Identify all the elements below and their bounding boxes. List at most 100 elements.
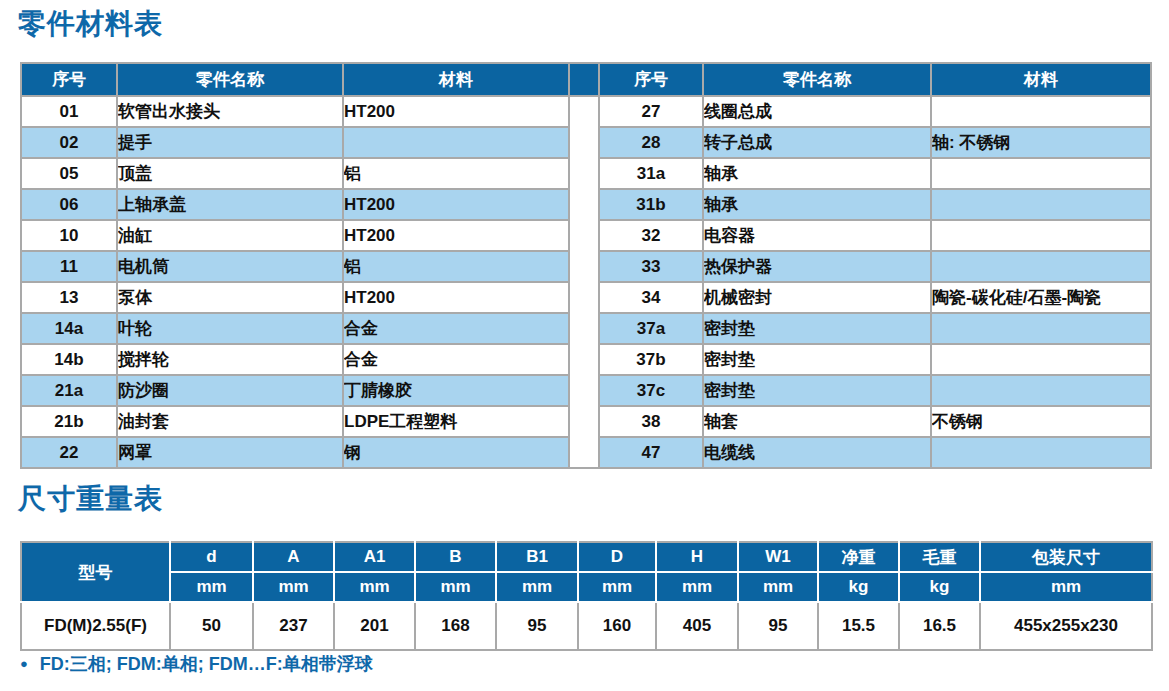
part-name: 油封套 [117, 406, 343, 437]
dim-value-h: 405 [656, 602, 738, 650]
column-header-no: 序号 [599, 63, 703, 96]
part-name: 油缸 [117, 220, 343, 251]
part-material: 合金 [343, 344, 569, 375]
dims-unit-row: mm mm mm mm mm mm mm mm kg kg mm [21, 572, 1152, 602]
part-number: 05 [21, 158, 117, 189]
column-header-h: H [656, 542, 738, 572]
part-number: 32 [599, 220, 703, 251]
part-name: 顶盖 [117, 158, 343, 189]
column-header-name: 零件名称 [117, 63, 343, 96]
part-material: 合金 [343, 313, 569, 344]
parts-header-row: 序号 零件名称 材料 序号 零件名称 材料 [21, 63, 1151, 96]
package-size-value: 455x255x230 [980, 602, 1152, 650]
column-header-dd: D [578, 542, 656, 572]
part-material [931, 96, 1151, 127]
part-number: 37a [599, 313, 703, 344]
part-name: 转子总成 [703, 127, 931, 158]
part-material: LDPE工程塑料 [343, 406, 569, 437]
part-material [931, 313, 1151, 344]
dim-value-d: 50 [170, 602, 253, 650]
part-material [931, 189, 1151, 220]
column-header-a1: A1 [334, 542, 415, 572]
part-material: 丁腈橡胶 [343, 375, 569, 406]
part-number: 11 [21, 251, 117, 282]
part-number: 10 [21, 220, 117, 251]
footnote-text: FD:三相; FDM:单相; FDM…F:单相带浮球 [40, 652, 373, 676]
column-header-model: 型号 [21, 542, 170, 602]
part-number: 47 [599, 437, 703, 468]
unit-label: mm [334, 572, 415, 602]
part-material [931, 344, 1151, 375]
part-material [931, 375, 1151, 406]
unit-label: mm [415, 572, 496, 602]
unit-label: mm [656, 572, 738, 602]
part-name: 密封垫 [703, 375, 931, 406]
column-header-material: 材料 [343, 63, 569, 96]
part-number: 33 [599, 251, 703, 282]
part-name: 热保护器 [703, 251, 931, 282]
part-name: 电缆线 [703, 437, 931, 468]
column-header-d: d [170, 542, 253, 572]
unit-label: mm [496, 572, 578, 602]
part-name: 密封垫 [703, 344, 931, 375]
net-weight-value: 15.5 [818, 602, 899, 650]
part-number: 01 [21, 96, 117, 127]
column-header-no: 序号 [21, 63, 117, 96]
table-gap [569, 96, 599, 468]
table-row: FD(M)2.55(F) 50 237 201 168 95 160 405 9… [21, 602, 1152, 650]
unit-label: mm [170, 572, 253, 602]
table-row: 01 软管出水接头 HT200 27 线圈总成 [21, 96, 1151, 127]
dims-header-row: 型号 d A A1 B B1 D H W1 净重 毛重 包装尺寸 [21, 542, 1152, 572]
part-number: 27 [599, 96, 703, 127]
part-number: 13 [21, 282, 117, 313]
part-number: 38 [599, 406, 703, 437]
dim-value-dd: 160 [578, 602, 656, 650]
part-material: 铝 [343, 158, 569, 189]
part-material: HT200 [343, 282, 569, 313]
part-number: 14a [21, 313, 117, 344]
unit-label: mm [578, 572, 656, 602]
part-name: 线圈总成 [703, 96, 931, 127]
column-header-a: A [253, 542, 334, 572]
unit-label: mm [253, 572, 334, 602]
part-name: 密封垫 [703, 313, 931, 344]
bullet-icon: ● [20, 652, 28, 676]
part-name: 防沙圈 [117, 375, 343, 406]
part-name: 电机筒 [117, 251, 343, 282]
part-material [931, 158, 1151, 189]
part-number: 22 [21, 437, 117, 468]
part-number: 21a [21, 375, 117, 406]
part-name: 提手 [117, 127, 343, 158]
part-name: 搅拌轮 [117, 344, 343, 375]
column-header-name: 零件名称 [703, 63, 931, 96]
part-material: HT200 [343, 220, 569, 251]
part-material [343, 127, 569, 158]
part-material: 不锈钢 [931, 406, 1151, 437]
part-number: 34 [599, 282, 703, 313]
part-number: 37c [599, 375, 703, 406]
unit-label: mm [980, 572, 1152, 602]
part-name: 泵体 [117, 282, 343, 313]
part-number: 37b [599, 344, 703, 375]
dims-table-title: 尺寸重量表 [18, 482, 163, 516]
gross-weight-value: 16.5 [899, 602, 980, 650]
part-name: 网罩 [117, 437, 343, 468]
column-header-b: B [415, 542, 496, 572]
dimensions-weight-table: 型号 d A A1 B B1 D H W1 净重 毛重 包装尺寸 mm mm m… [20, 541, 1153, 651]
part-name: 软管出水接头 [117, 96, 343, 127]
parts-material-table: 序号 零件名称 材料 序号 零件名称 材料 01 软管出水接头 HT200 27… [20, 62, 1152, 469]
column-header-package-size: 包装尺寸 [980, 542, 1152, 572]
unit-label: mm [738, 572, 818, 602]
unit-label: kg [818, 572, 899, 602]
parts-table-title: 零件材料表 [18, 7, 163, 41]
part-material [931, 251, 1151, 282]
part-name: 上轴承盖 [117, 189, 343, 220]
part-number: 31a [599, 158, 703, 189]
footnote: ● FD:三相; FDM:单相; FDM…F:单相带浮球 [20, 652, 373, 676]
part-name: 机械密封 [703, 282, 931, 313]
part-material [931, 220, 1151, 251]
part-material: 陶瓷-碳化硅/石墨-陶瓷 [931, 282, 1151, 313]
column-header-w1: W1 [738, 542, 818, 572]
part-name: 叶轮 [117, 313, 343, 344]
part-material: 钢 [343, 437, 569, 468]
